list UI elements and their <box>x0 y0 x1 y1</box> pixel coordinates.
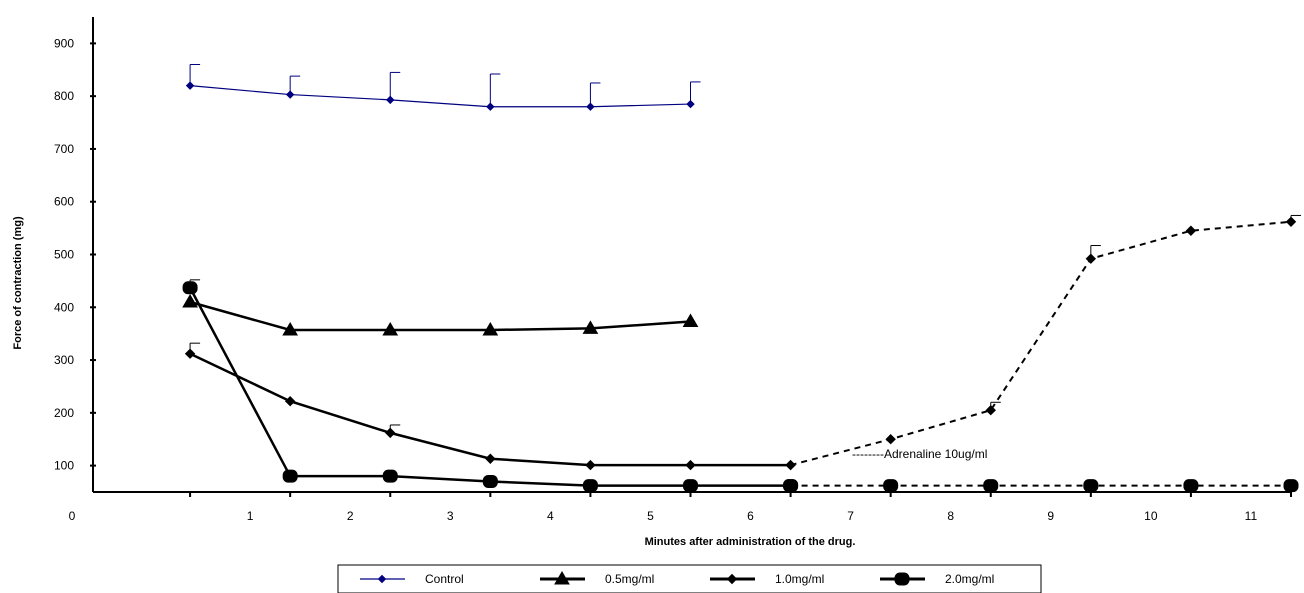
chart-legend: Control 0.5mg/ml 1.0mg/ml 2.0mg/ml <box>337 564 1042 593</box>
y-tick-label: 200 <box>54 406 74 420</box>
data-point-diamond <box>377 574 387 584</box>
y-tick-label: 100 <box>54 459 74 473</box>
x-tick-label: 6 <box>747 509 754 523</box>
data-point-diamond <box>985 404 996 416</box>
data-point-circle <box>382 469 398 483</box>
data-point-triangle <box>182 294 198 308</box>
legend-label: Control <box>425 572 464 586</box>
data-point-diamond <box>1185 225 1197 236</box>
y-axis-title: Force of contraction (mg) <box>12 216 24 350</box>
chart-series <box>182 64 1301 493</box>
x-tick-label: 7 <box>847 509 854 523</box>
data-point-circle <box>482 474 498 488</box>
x-tick-label: 4 <box>547 509 554 523</box>
x-tick-label: 11 <box>1245 509 1258 523</box>
data-point-triangle <box>482 321 499 336</box>
legend-item-2-0mg-ml: 2.0mg/ml <box>880 572 994 586</box>
adrenaline-annotation: --------Adrenaline 10ug/ml <box>852 447 987 461</box>
series-line <box>190 85 691 108</box>
series-control <box>185 64 701 111</box>
data-point-triangle <box>682 313 699 328</box>
x-tick-label: 9 <box>1047 509 1054 523</box>
data-point-circle <box>783 479 799 493</box>
legend-label: 2.0mg/ml <box>945 572 994 586</box>
data-point-diamond <box>686 99 695 109</box>
legend-item-1-0mg-ml: 1.0mg/ml <box>710 572 824 586</box>
legend-label: 1.0mg/ml <box>775 572 824 586</box>
data-point-diamond <box>284 396 296 407</box>
legend-item-0-5mg-ml: 0.5mg/ml <box>540 571 654 586</box>
series-1-0mg-ml <box>184 342 796 471</box>
data-point-circle <box>582 479 598 493</box>
series-line <box>790 220 1292 467</box>
data-point-diamond <box>485 453 496 464</box>
data-point-diamond <box>585 459 596 471</box>
data-point-diamond <box>726 573 738 585</box>
chart-axes <box>92 17 1291 493</box>
data-point-circle <box>282 469 298 483</box>
data-point-diamond <box>1285 216 1297 227</box>
legend-item-control: Control <box>360 572 464 586</box>
data-point-diamond <box>185 81 195 90</box>
y-tick-label: 800 <box>54 89 74 103</box>
x-tick-label: 10 <box>1144 509 1158 523</box>
y-tick-label: 300 <box>54 353 74 367</box>
x-tick-label: 2 <box>347 509 354 523</box>
data-point-diamond <box>1085 253 1097 264</box>
data-point-diamond <box>785 459 796 471</box>
series-line <box>189 300 691 332</box>
data-point-circle <box>683 479 698 493</box>
x-tick-label: 3 <box>447 509 454 523</box>
axis-ticks: 100 200 300 400 500 600 700 800 900 0 1 2 3 4 5 6 7 8 9 10 1… <box>54 36 1292 523</box>
data-point-circle <box>883 479 899 493</box>
x-axis-title: Minutes after administration of the drug… <box>645 536 856 548</box>
series-line <box>189 352 791 467</box>
data-point-diamond <box>486 102 495 111</box>
data-point-diamond <box>386 95 395 105</box>
data-point-diamond <box>184 348 196 359</box>
data-point-circle <box>894 572 910 586</box>
series-1-0mg-ml-adrenaline-10ug-ml <box>785 214 1301 471</box>
series-0-5mg-ml <box>182 294 699 336</box>
series-2-0mg-ml-adrenaline-10ug-ml <box>783 479 1299 493</box>
data-point-diamond <box>885 434 896 445</box>
data-point-triangle <box>282 321 299 336</box>
data-point-triangle <box>582 320 599 334</box>
data-point-diamond <box>586 102 595 111</box>
x-tick-label: 1 <box>247 509 254 523</box>
data-point-diamond <box>685 459 696 471</box>
x-tick-label: 8 <box>947 509 954 523</box>
data-point-diamond <box>385 427 396 439</box>
legend-label: 0.5mg/ml <box>605 572 654 586</box>
y-tick-label: 700 <box>54 142 74 156</box>
y-tick-label: 500 <box>54 248 74 262</box>
data-point-circle <box>1283 479 1299 493</box>
y-tick-label: 400 <box>54 300 74 314</box>
x-tick-label: 5 <box>647 509 654 523</box>
data-point-circle <box>1183 479 1199 493</box>
data-point-diamond <box>285 90 295 99</box>
y-tick-label: 900 <box>54 36 74 50</box>
x-tick-label: 0 <box>69 509 76 523</box>
data-point-circle <box>1083 479 1099 493</box>
data-point-circle <box>182 281 198 295</box>
data-point-triangle <box>554 571 570 585</box>
data-point-circle <box>983 479 999 493</box>
data-point-triangle <box>382 321 399 336</box>
y-tick-label: 600 <box>54 195 74 209</box>
